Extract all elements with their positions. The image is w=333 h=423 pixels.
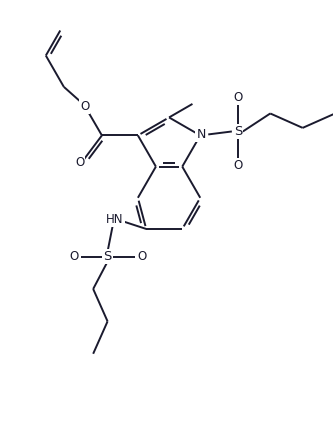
Text: O: O <box>80 100 89 113</box>
Text: O: O <box>137 250 146 263</box>
Text: S: S <box>234 125 242 138</box>
Text: HN: HN <box>106 213 124 226</box>
Text: N: N <box>196 128 206 141</box>
Text: O: O <box>75 157 84 169</box>
Text: O: O <box>69 250 78 263</box>
Text: S: S <box>103 250 112 263</box>
Text: O: O <box>233 159 242 172</box>
Text: O: O <box>233 91 242 104</box>
